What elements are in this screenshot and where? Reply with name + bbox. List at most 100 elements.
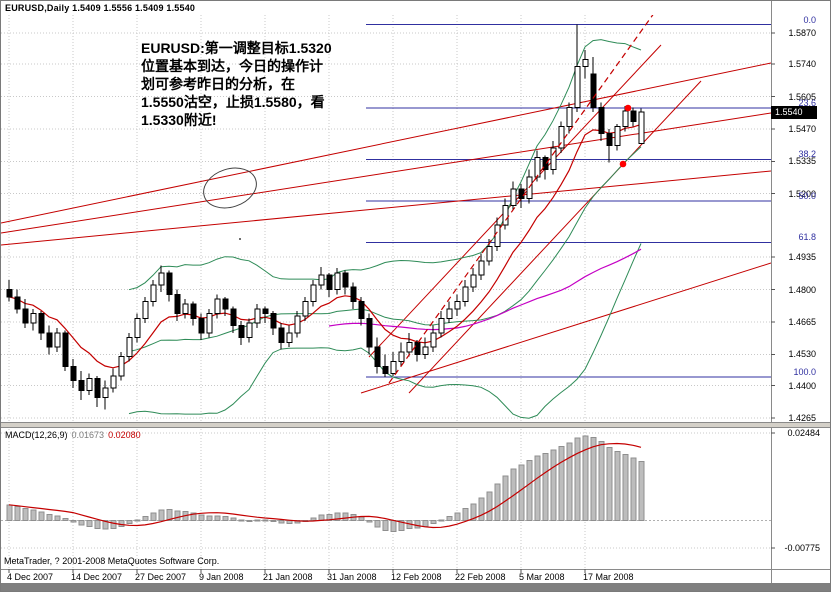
date-label: 27 Dec 2007 — [135, 572, 187, 582]
trendline[interactable] — [1, 170, 771, 246]
candle-body — [478, 260, 485, 276]
candle-body — [174, 293, 181, 315]
trendline[interactable] — [1, 62, 771, 224]
candle-body — [534, 157, 541, 178]
macd-bar — [110, 520, 117, 529]
candle-body — [366, 317, 373, 348]
macd-bar — [526, 460, 533, 522]
candle-body — [270, 313, 277, 329]
macd-bar — [518, 464, 525, 522]
fast-ma-line — [8, 123, 642, 369]
current-price-tag: 1.5540 — [771, 106, 817, 120]
macd-bar — [574, 437, 581, 522]
candle-body — [566, 106, 573, 128]
candle-body — [246, 322, 253, 339]
macd-bar — [398, 520, 405, 532]
candle-body — [446, 308, 453, 319]
candle-body — [230, 308, 237, 327]
candle-body — [430, 332, 437, 348]
candle-body — [294, 315, 301, 334]
macd-bar — [486, 491, 493, 522]
macd-bar — [550, 449, 557, 522]
macd-bar — [262, 519, 269, 522]
macd-bar — [366, 520, 373, 523]
candle-body — [510, 188, 517, 207]
price-axis-label: 1.4665 — [788, 316, 816, 327]
candle-body — [502, 205, 509, 226]
candle-body — [630, 110, 637, 123]
macd-bar — [590, 436, 597, 522]
price-axis-label: 1.5200 — [788, 188, 816, 199]
price-axis-label: 1.4935 — [788, 252, 816, 263]
candle-body — [14, 296, 21, 310]
price-axis-label: 1.4800 — [788, 284, 816, 295]
macd-signal-value: 0.02080 — [108, 430, 141, 440]
macd-bar — [270, 520, 277, 523]
macd-bar — [342, 512, 349, 522]
macd-bar — [502, 475, 509, 522]
candle-body — [22, 308, 29, 324]
macd-bar — [198, 514, 205, 522]
macd-bar — [470, 503, 477, 522]
macd-bar — [374, 520, 381, 528]
macd-bar — [206, 515, 213, 522]
macd-bar — [230, 517, 237, 522]
candle-body — [614, 126, 621, 147]
fib-level-label: 61.8 — [798, 232, 816, 243]
macd-bar — [94, 520, 101, 529]
trendline[interactable] — [408, 80, 702, 394]
price-axis-label: 1.4265 — [788, 412, 816, 423]
candle-body — [422, 346, 429, 355]
macd-bar — [174, 510, 181, 522]
date-label: 21 Jan 2008 — [263, 572, 313, 582]
macd-bar — [430, 520, 437, 525]
macd-indicator-label: MACD(12,26,9) 0.01673 0.02080 — [5, 430, 141, 440]
candle-body — [62, 332, 69, 367]
pane-divider[interactable] — [1, 422, 830, 428]
candle-body — [78, 380, 85, 391]
macd-bar — [22, 508, 29, 522]
candle-body — [150, 284, 157, 303]
candle-body — [182, 303, 189, 315]
candle-body — [110, 375, 117, 389]
trendline[interactable] — [1, 112, 771, 234]
price-axis[interactable]: 1.5870 1.5740 1.5605 1.5470 1.5335 1.5200 1.49… — [772, 1, 830, 585]
fibonacci-layer — [366, 24, 771, 378]
date-label: 14 Dec 2007 — [71, 572, 123, 582]
indicator-overlays — [8, 39, 642, 419]
candle-body — [350, 286, 357, 303]
macd-bar — [534, 455, 541, 522]
macd-bar — [46, 513, 53, 522]
candle-body — [454, 301, 461, 310]
candle-body — [54, 332, 61, 348]
fib-level-label: 0.0 — [803, 14, 816, 25]
macd-bar — [278, 520, 285, 524]
signal-dot — [624, 104, 632, 112]
copyright-text: MetaTrader, ? 2001-2008 MetaQuotes Softw… — [4, 556, 220, 566]
macd-bar — [166, 508, 173, 522]
candle-body — [462, 286, 469, 303]
macd-bar — [326, 513, 333, 522]
price-axis-label: 1.4530 — [788, 349, 816, 360]
dashed-trendline[interactable] — [388, 9, 657, 384]
ellipse-annotation[interactable] — [198, 162, 261, 215]
candle-body — [582, 58, 589, 68]
trendline[interactable] — [360, 262, 771, 394]
macd-bar — [6, 504, 13, 522]
candle-body — [278, 327, 285, 343]
macd-bar — [142, 515, 149, 522]
date-axis[interactable]: 4 Dec 2007 14 Dec 2007 27 Dec 2007 9 Jan 20… — [1, 570, 771, 585]
macd-bar — [190, 512, 197, 522]
candle-body — [318, 274, 325, 286]
candle-body — [126, 337, 133, 358]
candle-body — [438, 317, 445, 334]
macd-bar — [558, 446, 565, 522]
price-axis-label: 1.5335 — [788, 156, 816, 167]
macd-bar — [566, 442, 573, 522]
date-label: 5 Mar 2008 — [519, 572, 565, 582]
candle-body — [622, 110, 629, 128]
candle-body — [86, 377, 93, 391]
